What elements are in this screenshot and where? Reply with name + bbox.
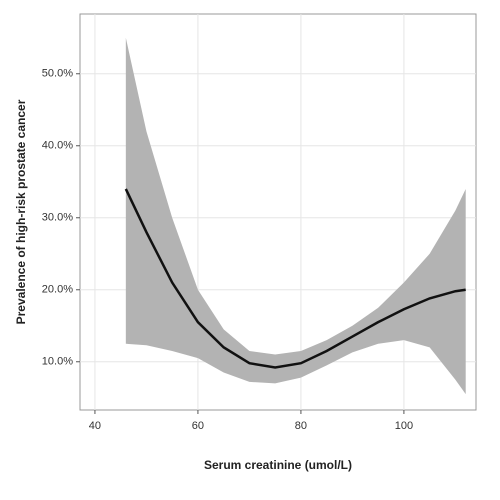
x-tick-label: 80 <box>295 420 307 432</box>
y-tick-label: 20.0% <box>42 284 73 296</box>
x-tick-label: 100 <box>395 420 413 432</box>
line <box>124 188 466 369</box>
y-tick-label: 30.0% <box>42 212 73 224</box>
x-tick-label: 60 <box>192 420 204 432</box>
y-tick-label: 50.0% <box>42 68 73 80</box>
x-tick-label: 40 <box>89 420 101 432</box>
y-axis-title: Prevalence of high-risk prostate cancer <box>14 99 28 324</box>
y-tick-label: 10.0% <box>42 356 73 368</box>
y-tick-label: 40.0% <box>42 140 73 152</box>
x-axis-title: Serum creatinine (umol/L) <box>204 458 352 472</box>
